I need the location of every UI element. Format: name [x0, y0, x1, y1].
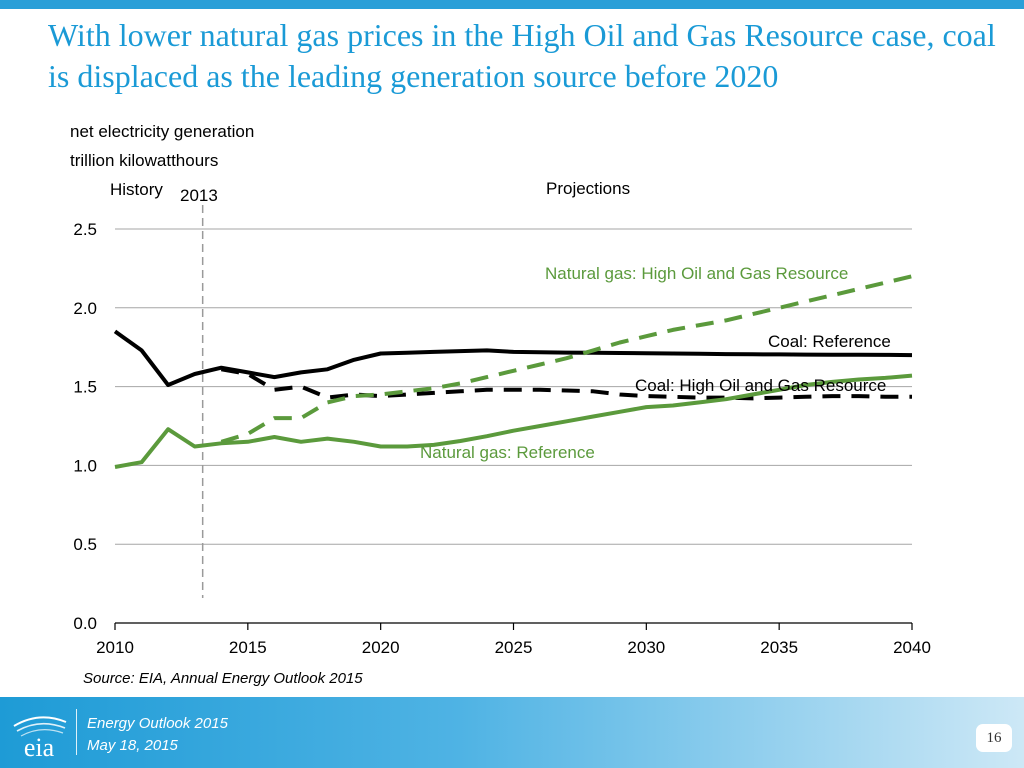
slide-title: With lower natural gas prices in the Hig… — [48, 17, 996, 94]
page-number: 16 — [976, 724, 1012, 752]
footer-bar: eia Energy Outlook 2015 May 18, 2015 16 — [0, 697, 1024, 768]
y-axis-label-line2: trillion kilowatthours — [70, 151, 218, 170]
y-tick-labels: 0.0 0.5 1.0 1.5 2.0 2.5 — [73, 220, 97, 633]
series-label-coal-reference: Coal: Reference — [768, 332, 891, 351]
series-line-coal-high-oil-and-gas-resource — [220, 367, 912, 401]
footer-date: May 18, 2015 — [87, 737, 178, 754]
footer-divider — [76, 709, 77, 755]
history-label: History — [110, 180, 163, 199]
series-label-natural-gas-reference: Natural gas: Reference — [420, 443, 595, 462]
line-chart: 0.00.51.01.52.02.5 2010 2015 2020 2025 2030 2… — [70, 122, 931, 657]
x-tick-label: 2040 — [893, 638, 931, 657]
x-axis — [114, 622, 913, 630]
x-tick-label: 2035 — [760, 638, 798, 657]
divider-year-label: 2013 — [180, 186, 218, 205]
y-tick-label: 1.5 — [73, 378, 97, 397]
eia-logo-icon: eia — [13, 716, 67, 762]
series-line-natural-gas-reference — [114, 373, 913, 469]
x-tick-label: 2010 — [96, 638, 134, 657]
series-label-coal-high: Coal: High Oil and Gas Resource — [635, 376, 886, 395]
top-accent-bar — [0, 0, 1024, 9]
x-tick-label: 2015 — [229, 638, 267, 657]
y-tick-label: 1.0 — [73, 456, 97, 475]
y-tick-label: 2.5 — [73, 220, 97, 239]
footer-report-title: Energy Outlook 2015 — [87, 715, 228, 732]
series-line-natural-gas-high-oil-and-gas-resource — [220, 274, 913, 444]
x-tick-label: 2020 — [362, 638, 400, 657]
x-tick-labels: 2010 2015 2020 2025 2030 2035 2040 — [96, 638, 931, 657]
source-note: Source: EIA, Annual Energy Outlook 2015 — [83, 670, 363, 687]
series-lines — [113, 274, 913, 469]
projections-label: Projections — [546, 179, 630, 198]
x-tick-label: 2025 — [495, 638, 533, 657]
y-axis-label-line1: net electricity generation — [70, 122, 254, 141]
y-tick-label: 0.5 — [73, 535, 97, 554]
x-tick-label: 2030 — [627, 638, 665, 657]
gridlines — [115, 228, 912, 545]
y-tick-label: 0.0 — [73, 614, 97, 633]
series-line-coal-reference — [113, 329, 913, 387]
series-label-natural-gas-high: Natural gas: High Oil and Gas Resource — [545, 264, 848, 283]
y-tick-label: 2.0 — [73, 299, 97, 318]
logo-text: eia — [24, 733, 55, 762]
